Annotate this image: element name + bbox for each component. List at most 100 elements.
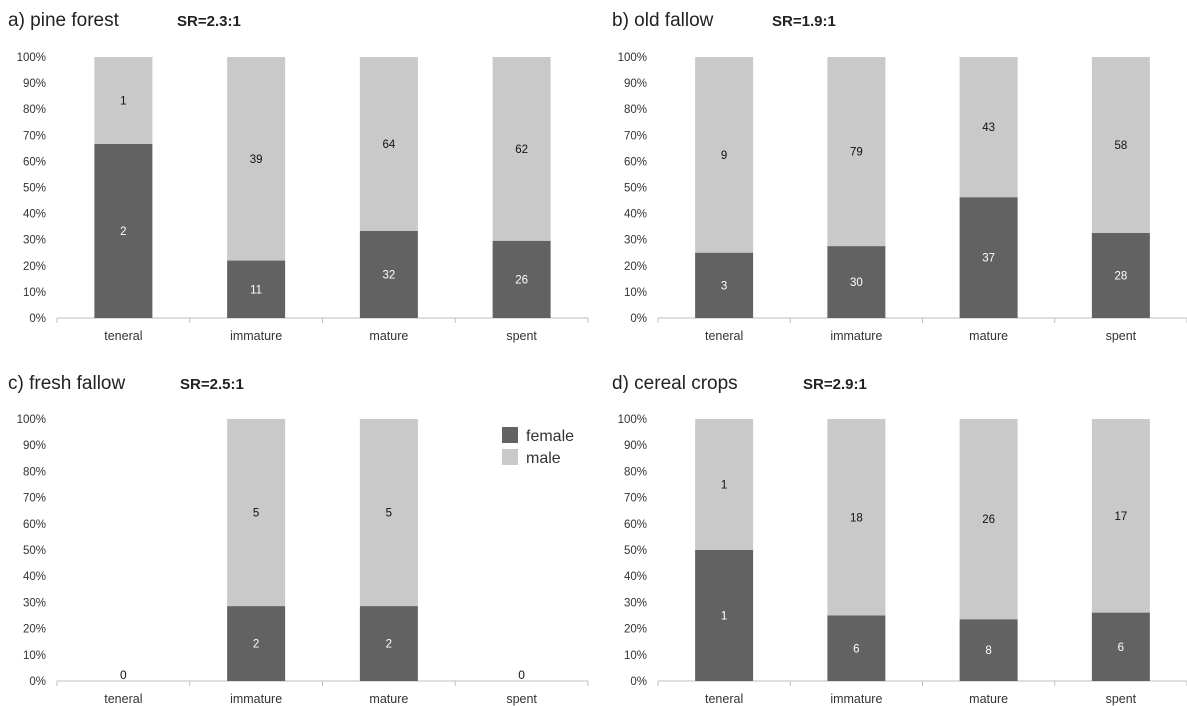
y-tick-label: 80% [624, 466, 647, 478]
y-tick-label: 30% [23, 597, 46, 609]
y-tick-label: 30% [624, 235, 647, 247]
y-tick-label: 50% [624, 183, 647, 195]
data-label-male: 1 [120, 96, 126, 108]
bar-male [1091, 419, 1150, 613]
y-tick-label: 50% [23, 183, 46, 195]
bar-female [1091, 612, 1150, 681]
bar-male [695, 419, 754, 550]
bar-female [492, 240, 551, 318]
panel-sex-ratio: SR=2.5:1 [180, 376, 244, 393]
bar-female [359, 231, 418, 318]
chart-panel-2: b) old fallow SR=1.9:1 0% 10% 20% 30% 40% 50% 60… [612, 10, 1187, 343]
y-tick-label: 90% [624, 440, 647, 452]
bar-female [695, 550, 754, 681]
data-label-male: 79 [850, 147, 863, 159]
y-tick-label: 10% [624, 650, 647, 662]
bar-female [959, 619, 1018, 681]
x-tick-label: teneral [705, 329, 743, 343]
bar-male [827, 419, 886, 616]
bar-male [959, 419, 1018, 620]
y-tick-label: 90% [23, 440, 46, 452]
chart-panel-1: a) pine forest SR=2.3:1 0% 10% 20% 30% 40% 50% 6… [8, 10, 589, 343]
data-label-female: 26 [515, 274, 528, 286]
y-tick-label: 0% [630, 676, 647, 688]
data-label-male: 17 [1114, 511, 1127, 523]
x-tick-label: teneral [705, 692, 743, 706]
y-tick-label: 70% [23, 493, 46, 505]
data-label-female: 6 [1118, 642, 1124, 654]
data-label-female: 11 [250, 284, 262, 296]
y-tick-label: 90% [624, 78, 647, 90]
x-tick-label: mature [969, 692, 1008, 706]
bar-male [959, 57, 1018, 198]
bar-female [1091, 233, 1150, 318]
data-label-male: 26 [982, 514, 995, 526]
x-tick-label: teneral [104, 692, 142, 706]
y-tick-label: 30% [23, 235, 46, 247]
y-tick-label: 50% [624, 545, 647, 557]
x-tick-label: teneral [104, 329, 142, 343]
data-label-male: 5 [253, 508, 259, 520]
bar-female [94, 144, 153, 318]
y-tick-label: 60% [23, 156, 46, 168]
y-tick-label: 10% [23, 650, 46, 662]
data-label-male: 1 [721, 480, 727, 492]
y-tick-label: 80% [23, 466, 46, 478]
y-tick-label: 40% [23, 209, 46, 221]
y-tick-label: 80% [624, 104, 647, 116]
y-tick-label: 20% [624, 261, 647, 273]
y-tick-label: 20% [23, 261, 46, 273]
y-tick-label: 70% [23, 130, 46, 142]
x-tick-label: spent [1106, 329, 1137, 343]
panel-title: c) fresh fallow [8, 373, 125, 394]
data-label-male: 18 [850, 512, 863, 524]
panel-title: b) old fallow [612, 10, 714, 31]
data-label-male: 62 [515, 144, 528, 156]
bar-male [359, 57, 418, 231]
chart-panel-3: c) fresh fallow SR=2.5:1 0% 10% 20% 30% 40% 50%… [8, 373, 589, 706]
data-label-female: 2 [386, 639, 392, 651]
data-label-male: 43 [982, 122, 995, 134]
bar-female [695, 252, 754, 318]
legend: female male [502, 427, 574, 467]
y-tick-label: 40% [23, 571, 46, 583]
bar-female [359, 606, 418, 681]
y-tick-label: 80% [23, 104, 46, 116]
y-tick-label: 0% [630, 313, 647, 325]
data-label-female: 8 [985, 645, 991, 657]
x-tick-label: spent [1106, 692, 1137, 706]
y-tick-label: 100% [17, 414, 46, 426]
y-tick-label: 50% [23, 545, 46, 557]
bar-male [359, 419, 418, 607]
data-label-male: 58 [1114, 140, 1127, 152]
chart-panel-4: d) cereal crops SR=2.9:1 0% 10% 20% 30% 40% 50%… [612, 373, 1187, 706]
y-tick-label: 40% [624, 571, 647, 583]
legend-label-female: female [526, 428, 574, 445]
y-tick-label: 100% [618, 414, 647, 426]
data-label-female: 2 [253, 639, 259, 651]
x-tick-label: spent [506, 692, 537, 706]
data-label-male: 39 [250, 154, 263, 166]
bar-male [492, 57, 551, 241]
panel-title: a) pine forest [8, 10, 120, 31]
bar-male [827, 57, 886, 247]
y-tick-label: 60% [23, 519, 46, 531]
bar-female [827, 246, 886, 318]
data-label-female: 2 [120, 226, 126, 238]
y-tick-label: 0% [29, 676, 46, 688]
y-tick-label: 0% [29, 313, 46, 325]
bar-male [94, 57, 153, 144]
data-label-female: 37 [982, 253, 995, 265]
panel-title: d) cereal crops [612, 373, 738, 394]
x-tick-label: mature [369, 329, 408, 343]
bar-male [1091, 57, 1150, 234]
y-tick-label: 60% [624, 156, 647, 168]
data-label-male: 64 [382, 139, 395, 151]
y-tick-label: 90% [23, 78, 46, 90]
data-label-male: 5 [386, 508, 392, 520]
bar-female [227, 606, 286, 681]
data-label-female: 1 [721, 611, 727, 623]
legend-label-male: male [526, 450, 561, 467]
x-tick-label: immature [230, 692, 282, 706]
